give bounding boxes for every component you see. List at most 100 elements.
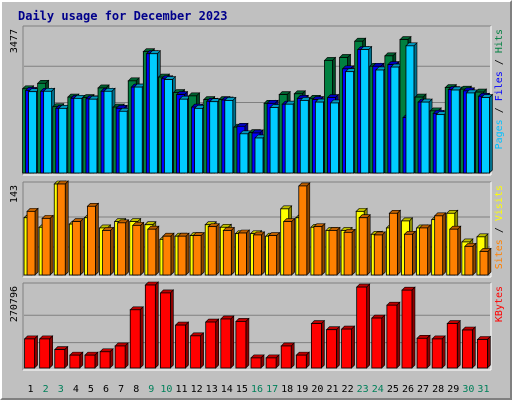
bar-side-face — [487, 247, 492, 276]
bar-sites-day-11 — [177, 232, 190, 276]
bar-sites-day-4 — [71, 217, 85, 276]
bar-sites-day-5 — [86, 202, 100, 276]
bar-front-face — [345, 71, 354, 174]
bar-kbytes-day-10 — [159, 289, 175, 369]
bar-front-face — [103, 90, 113, 174]
day-axis: 1 2 3 4 5 6 7 8 9 10 11 12 13 14 15 16 17 18 19 20 21 22 23 24 2… — [28, 384, 490, 395]
bar-side-face — [411, 286, 416, 369]
bar-side-face — [94, 351, 99, 369]
bar-kbytes-day-6 — [99, 348, 114, 369]
bar-side-face — [246, 229, 250, 276]
bar-kbytes-day-18 — [280, 342, 295, 369]
bar-kbytes-day-24 — [371, 314, 386, 369]
bar-front-face — [314, 101, 324, 174]
bar-side-face — [427, 224, 431, 276]
bar-front-face — [84, 354, 96, 369]
bar-sites-day-28 — [433, 212, 447, 276]
bar-front-face — [254, 137, 264, 174]
bar-side-face — [139, 306, 144, 369]
bar-side-face — [155, 225, 160, 276]
bar-sites-day-14 — [222, 226, 236, 276]
bar-sites-day-7 — [116, 219, 130, 276]
bar-side-face — [366, 214, 371, 276]
bar-side-face — [472, 326, 476, 369]
bar-front-face — [283, 221, 293, 276]
day-label: 1 — [28, 384, 34, 395]
bar-front-face — [207, 226, 217, 276]
legend: Pages / Files / Hits — [494, 29, 505, 149]
bar-front-face — [175, 324, 186, 369]
day-label: 9 — [148, 384, 154, 395]
legend-separator: / — [494, 53, 505, 71]
bar-sites-day-24 — [373, 231, 386, 276]
bar-sites-day-1 — [26, 207, 39, 276]
bar-kbytes-day-3 — [54, 345, 69, 369]
bar-side-face — [185, 232, 190, 276]
bar-kbytes-day-27 — [416, 334, 431, 369]
bar-side-face — [95, 202, 99, 276]
bar-front-face — [479, 251, 489, 276]
bar-front-face — [461, 329, 473, 369]
bar-front-face — [148, 53, 158, 174]
bar-front-face — [343, 231, 353, 276]
bar-kbytes-day-25 — [386, 301, 401, 369]
bar-front-face — [419, 227, 428, 276]
bar-front-face — [73, 97, 83, 174]
bar-side-face — [412, 230, 416, 276]
bar-front-face — [147, 228, 157, 276]
bar-side-face — [351, 228, 356, 276]
bar-front-face — [328, 230, 338, 276]
bar-kbytes-day-7 — [114, 342, 129, 369]
bar-kbytes-day-12 — [189, 332, 205, 369]
chart-title: Daily usage for December 2023 — [18, 9, 228, 23]
bar-kbytes-day-2 — [38, 335, 54, 369]
legend-text: Pages / Files / Hits — [494, 29, 505, 149]
bar-kbytes-day-1 — [23, 335, 39, 369]
legend-text: Sites / Visits — [494, 185, 505, 269]
bar-sites-day-25 — [388, 209, 402, 276]
bar-front-face — [404, 233, 413, 276]
bar-front-face — [326, 329, 337, 369]
bar-side-face — [34, 335, 38, 369]
bar-front-face — [250, 357, 262, 369]
bar-front-face — [310, 323, 322, 369]
day-label: 25 — [387, 384, 399, 395]
bar-side-face — [276, 231, 280, 276]
bar-side-face — [185, 321, 189, 369]
bar-side-face — [200, 231, 205, 276]
bar-front-face — [405, 45, 415, 174]
bar-front-face — [238, 232, 247, 276]
bar-side-face — [290, 342, 295, 369]
bar-side-face — [49, 335, 53, 369]
bar-front-face — [133, 86, 143, 174]
bar-side-face — [170, 232, 175, 276]
bar-kbytes-day-11 — [174, 321, 190, 369]
bar-front-face — [190, 335, 202, 369]
bar-front-face — [118, 110, 128, 174]
bar-front-face — [39, 338, 51, 369]
day-label: 12 — [191, 384, 203, 395]
bar-kbytes-day-5 — [84, 351, 99, 369]
bar-side-face — [140, 221, 145, 276]
bar-kbytes-day-15 — [235, 317, 250, 369]
day-label: 14 — [221, 384, 233, 395]
legend-entry: Sites — [494, 239, 505, 269]
bar-front-face — [330, 102, 339, 174]
day-label: 21 — [326, 384, 338, 395]
bar-side-face — [396, 301, 401, 369]
y-max-label: 270796 — [9, 286, 20, 322]
bar-front-face — [129, 309, 141, 369]
legend-entry: Pages — [494, 119, 505, 149]
bar-front-face — [160, 292, 171, 369]
bar-side-face — [215, 318, 220, 369]
bar-side-face — [336, 226, 341, 276]
bar-front-face — [144, 284, 156, 369]
bar-front-face — [132, 224, 142, 276]
bar-side-face — [306, 182, 311, 276]
bar-front-face — [28, 91, 37, 174]
day-label: 5 — [88, 384, 94, 395]
bar-sites-day-16 — [252, 231, 266, 276]
bar-front-face — [431, 338, 443, 369]
bar-front-face — [284, 103, 294, 174]
bar-sites-day-17 — [267, 231, 281, 276]
